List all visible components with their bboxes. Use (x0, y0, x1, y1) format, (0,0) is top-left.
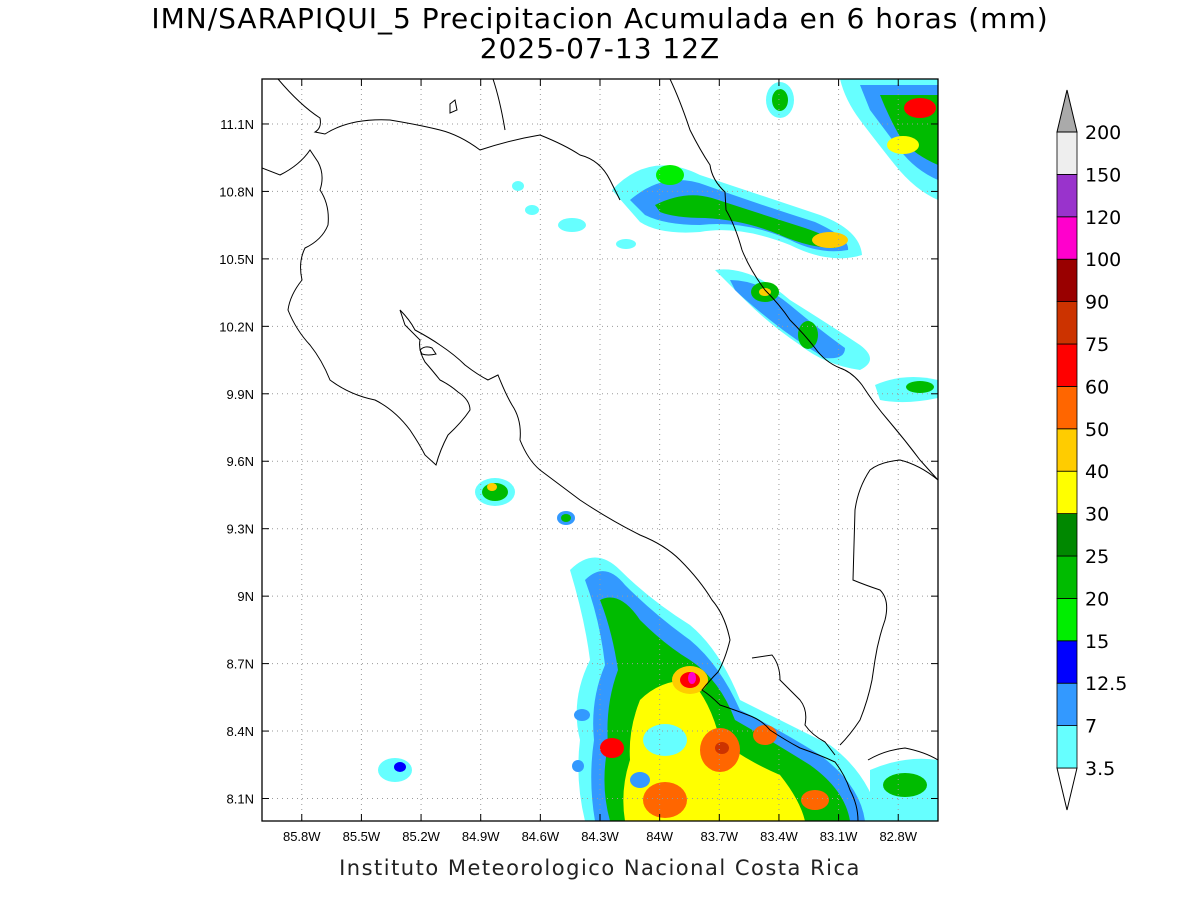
colorbar-swatch (1056, 216, 1078, 260)
colorbar-label: 25 (1085, 546, 1109, 568)
x-tick-label: 84W (646, 829, 673, 844)
colorbar-swatch (1056, 258, 1078, 303)
y-tick-label: 9.6N (227, 454, 254, 469)
y-tick-label: 11.1N (220, 117, 254, 132)
colorbar-label: 20 (1085, 588, 1109, 610)
y-tick-label: 9N (237, 589, 254, 604)
y-tick-label: 10.5N (219, 252, 254, 267)
x-tick-label: 83.4W (760, 829, 798, 844)
colorbar-swatch (1056, 301, 1078, 345)
colorbar-swatch (1056, 682, 1078, 727)
colorbar-swatch (1056, 385, 1078, 430)
colorbar-swatch (1056, 428, 1078, 472)
colorbar-label: 30 (1085, 504, 1109, 526)
colorbar-label: 75 (1085, 334, 1109, 356)
colorbar-arrow-min (1056, 767, 1078, 811)
x-tick-label: 82.8W (879, 829, 917, 844)
colorbar-swatch (1056, 598, 1078, 642)
colorbar-arrow-max (1056, 89, 1078, 133)
colorbar-label: 120 (1085, 207, 1121, 229)
footer-credit: Instituto Meteorologico Nacional Costa R… (339, 856, 861, 880)
colorbar-label: 7 (1085, 716, 1097, 738)
x-tick-label: 84.3W (581, 829, 619, 844)
coastlines (262, 79, 938, 821)
colorbar-swatch (1056, 131, 1078, 175)
colorbar-swatch (1056, 470, 1078, 515)
colorbar-label: 3.5 (1085, 758, 1115, 780)
x-tick-label: 83.7W (701, 829, 739, 844)
colorbar-label: 90 (1085, 292, 1109, 314)
colorbar-label: 40 (1085, 461, 1109, 483)
x-tick-label: 85.2W (402, 829, 440, 844)
colorbar-label: 150 (1085, 164, 1121, 186)
colorbar-swatch (1056, 640, 1078, 684)
y-tick-label: 8.7N (227, 657, 254, 672)
colorbar-swatch (1056, 513, 1078, 557)
x-tick-label: 84.9W (462, 829, 500, 844)
y-tick-label: 10.8N (219, 184, 254, 199)
x-tick-label: 84.6W (522, 829, 560, 844)
y-axis: 8.1N 8.4N 8.7N 9N 9.3N 9.6N 9.9N 10.2N 10.5N 10.8… (219, 117, 938, 807)
y-tick-label: 8.1N (227, 792, 254, 807)
map-gridlines (262, 79, 938, 821)
colorbar-swatch (1056, 173, 1078, 218)
y-tick-label: 10.2N (219, 319, 254, 334)
colorbar-swatch (1056, 725, 1078, 769)
colorbar-label: 15 (1085, 631, 1109, 653)
y-tick-label: 8.4N (227, 724, 254, 739)
x-tick-label: 83.1W (820, 829, 858, 844)
x-axis: 85.8W 85.5W 85.2W 84.9W 84.6W 84.3W 84W 83.7W 83… (283, 79, 918, 844)
map-title: IMN/SARAPIQUI_5 Precipitacion Acumulada … (151, 2, 1049, 35)
colorbar-swatch (1056, 555, 1078, 599)
colorbar-label: 12.5 (1085, 673, 1127, 695)
precipitation-shading (378, 79, 938, 821)
colorbar-label: 200 (1085, 122, 1121, 144)
colorbar-label: 100 (1085, 249, 1121, 271)
colorbar-label: 60 (1085, 376, 1109, 398)
map-datetime: 2025-07-13 12Z (479, 32, 721, 65)
x-tick-label: 85.5W (343, 829, 381, 844)
colorbar: 3.5 7 12.5 15 20 25 30 40 50 60 75 90 100 120 150 200 (1056, 89, 1127, 811)
y-tick-label: 9.3N (227, 522, 254, 537)
y-tick-label: 9.9N (227, 387, 254, 402)
colorbar-swatch (1056, 343, 1078, 387)
x-tick-label: 85.8W (283, 829, 321, 844)
colorbar-label: 50 (1085, 419, 1109, 441)
